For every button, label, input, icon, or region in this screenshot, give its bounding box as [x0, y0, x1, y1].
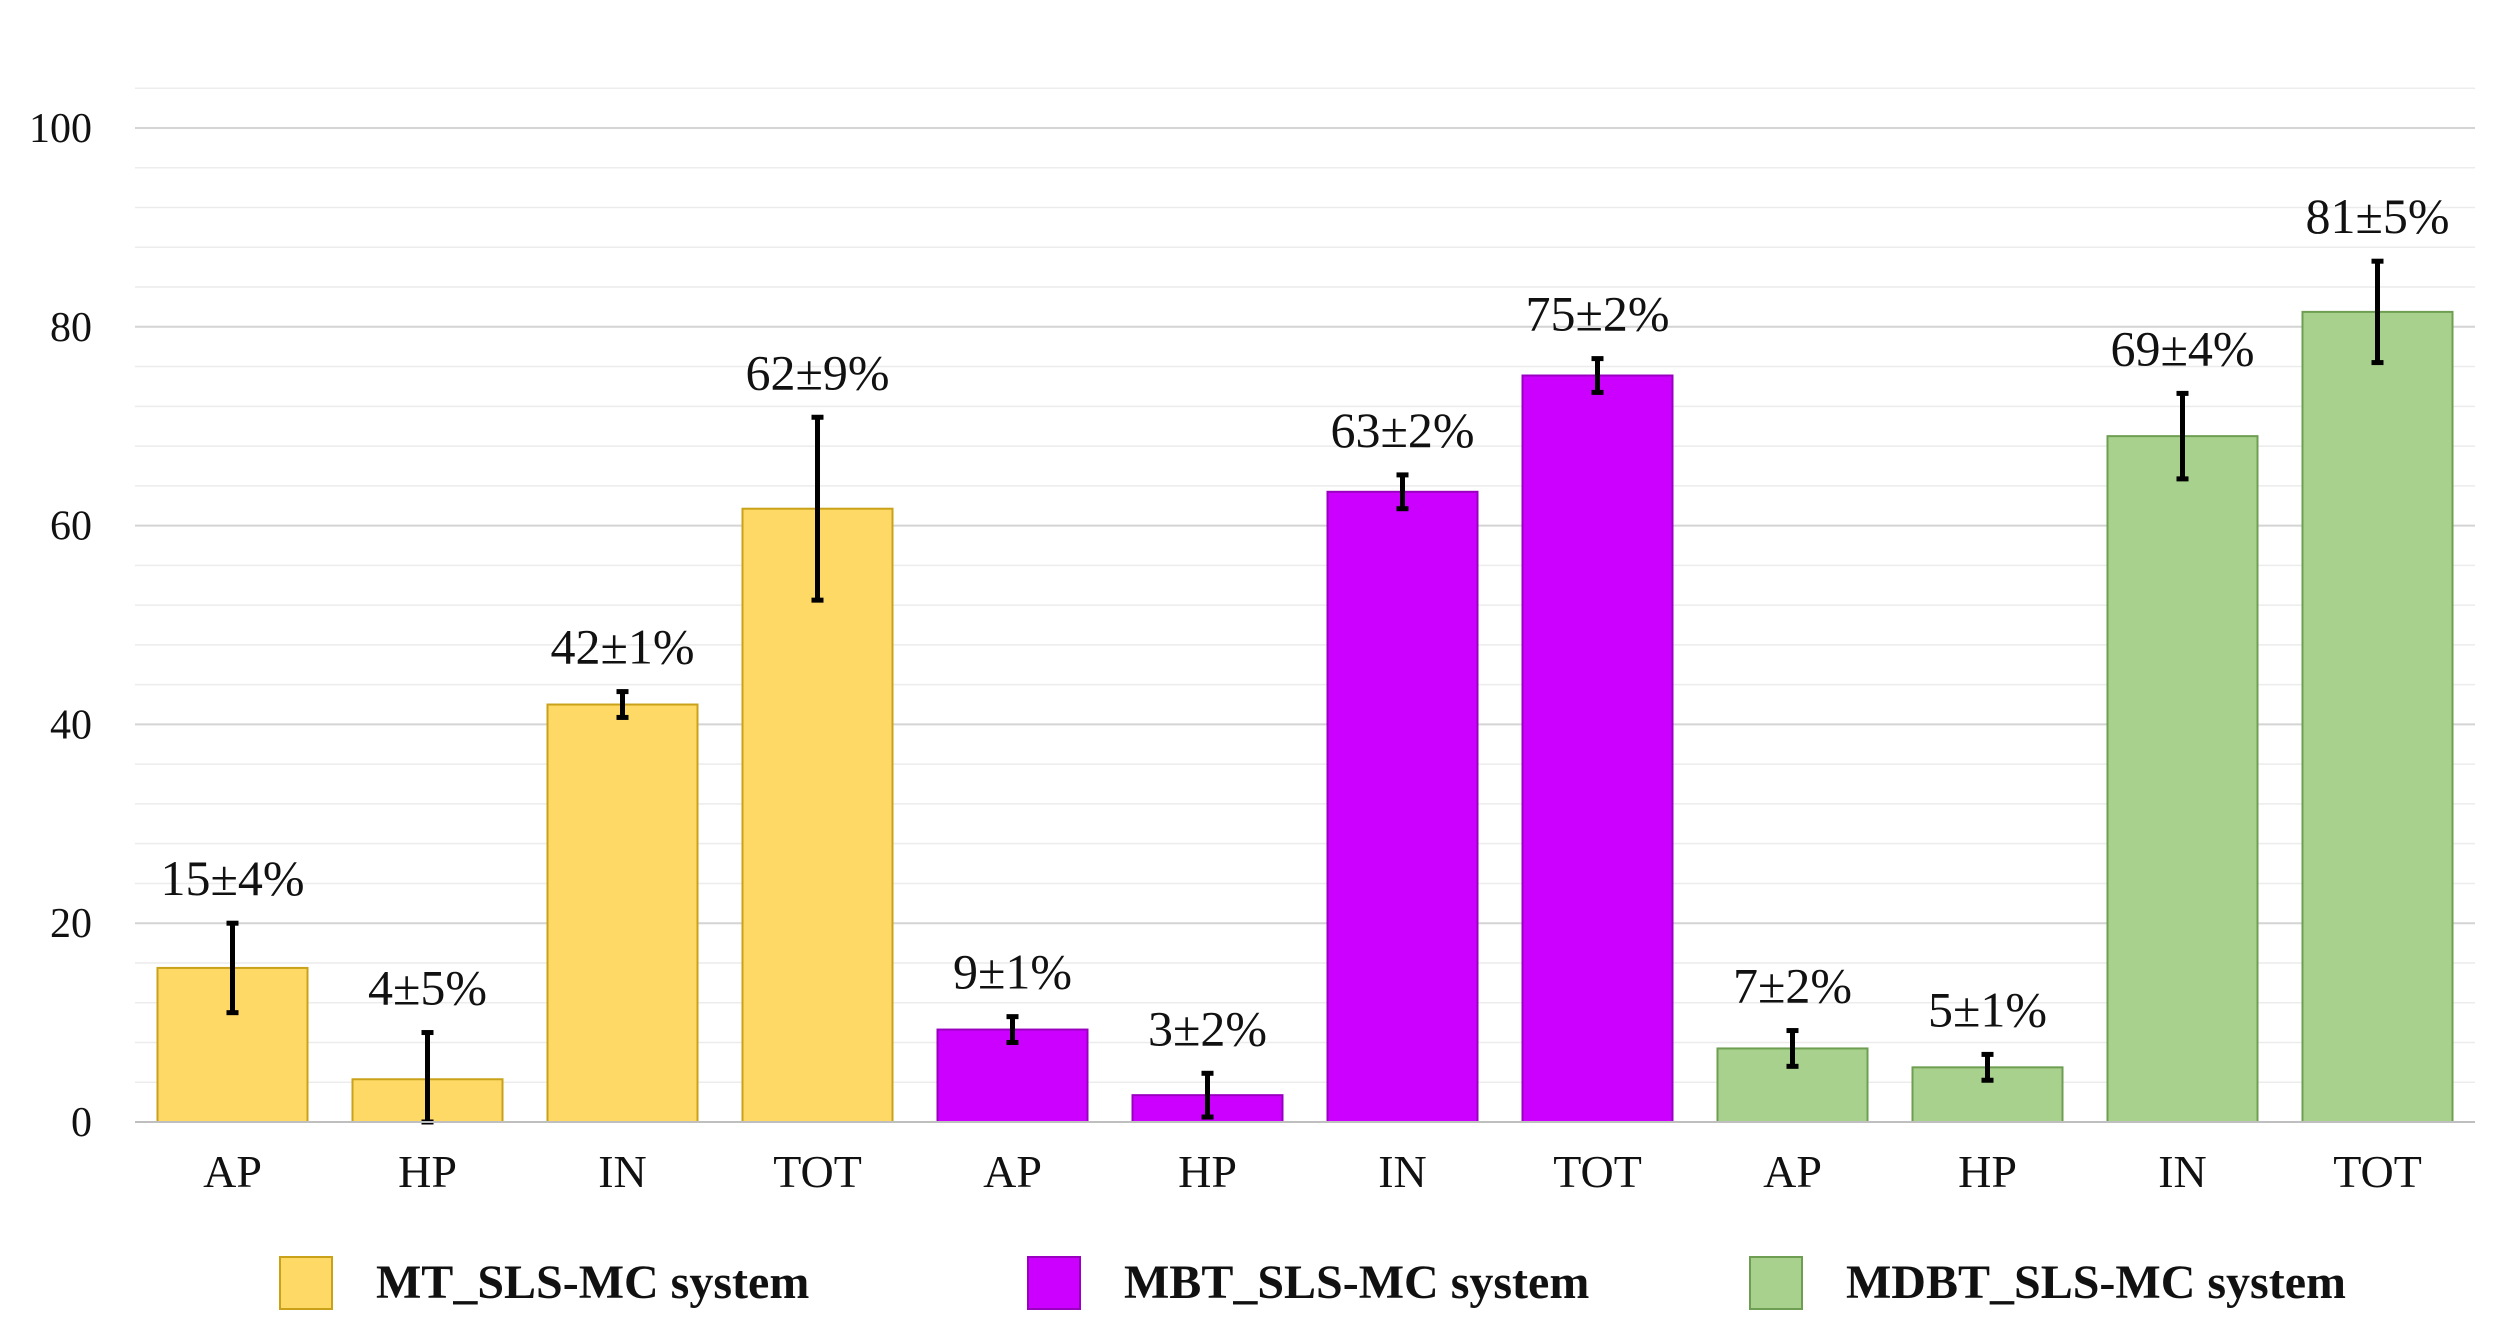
x-tick-label: IN [598, 1146, 647, 1197]
bar [2106, 435, 2259, 1123]
x-tick-label: AP [1763, 1146, 1822, 1197]
data-label: 75±2% [1525, 286, 1669, 342]
y-tick-label: 40 [50, 702, 92, 748]
bar [2301, 310, 2454, 1123]
data-label: 63±2% [1330, 402, 1474, 458]
data-label: 62±9% [745, 344, 889, 400]
data-label: 15±4% [160, 850, 304, 906]
x-tick-label: AP [203, 1146, 262, 1197]
data-label: 3±2% [1148, 1000, 1267, 1056]
bars [156, 310, 2454, 1124]
data-label: 9±1% [953, 944, 1072, 1000]
bar [1521, 374, 1674, 1124]
data-label: 5±1% [1928, 981, 2047, 1037]
legend-label: MT_SLS-MC system [376, 1256, 809, 1309]
y-tick-label: 60 [50, 504, 92, 550]
data-label: 4±5% [368, 960, 487, 1016]
y-tick-label: 20 [50, 901, 92, 947]
x-tick-label: AP [983, 1146, 1042, 1197]
x-tick-label: HP [398, 1146, 457, 1197]
x-tick-label: IN [1378, 1146, 1427, 1197]
axes: 0 20 40 60 80 100 AP HP IN TOT AP HP IN TOT AP HP IN TOT [29, 106, 2475, 1197]
x-tick-label: IN [2158, 1146, 2207, 1197]
data-label: 42±1% [550, 619, 694, 675]
data-label: 7±2% [1733, 958, 1852, 1014]
y-tick-label: 80 [50, 305, 92, 351]
data-label: 81±5% [2305, 188, 2449, 244]
y-tick-label: 0 [71, 1100, 92, 1146]
legend-swatch [1027, 1256, 1081, 1310]
data-label: 69±4% [2110, 320, 2254, 376]
data-labels: 15±4% 4±5% 42±1% 62±9% 9±1% 3±2% 63±2% 75±2% 7±2… [160, 188, 2449, 1056]
bar [1326, 490, 1479, 1123]
legend-swatch [1749, 1256, 1803, 1310]
x-tick-label: TOT [773, 1146, 862, 1197]
bar [741, 507, 894, 1123]
legend-label: MBT_SLS-MC system [1124, 1256, 1589, 1309]
y-tick-label: 100 [29, 106, 92, 152]
bar [546, 703, 699, 1124]
x-tick-label: HP [1958, 1146, 2017, 1197]
x-tick-label: TOT [2333, 1146, 2422, 1197]
legend-label: MDBT_SLS-MC system [1846, 1256, 2346, 1309]
legend: MT_SLS-MC system MBT_SLS-MC system MDBT_SL… [279, 1256, 2346, 1310]
gridlines [135, 87, 2475, 1123]
x-tick-label: HP [1178, 1146, 1237, 1197]
x-tick-label: TOT [1553, 1146, 1642, 1197]
legend-swatch [279, 1256, 333, 1310]
error-bars [226, 258, 2384, 1125]
